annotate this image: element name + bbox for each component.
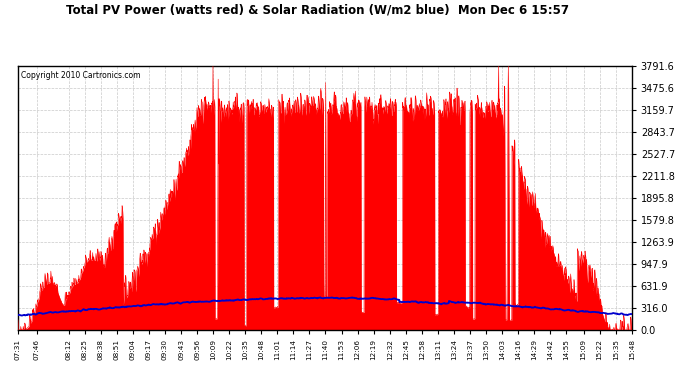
Text: Total PV Power (watts red) & Solar Radiation (W/m2 blue)  Mon Dec 6 15:57: Total PV Power (watts red) & Solar Radia… [66, 4, 569, 17]
Text: Copyright 2010 Cartronics.com: Copyright 2010 Cartronics.com [21, 71, 141, 80]
